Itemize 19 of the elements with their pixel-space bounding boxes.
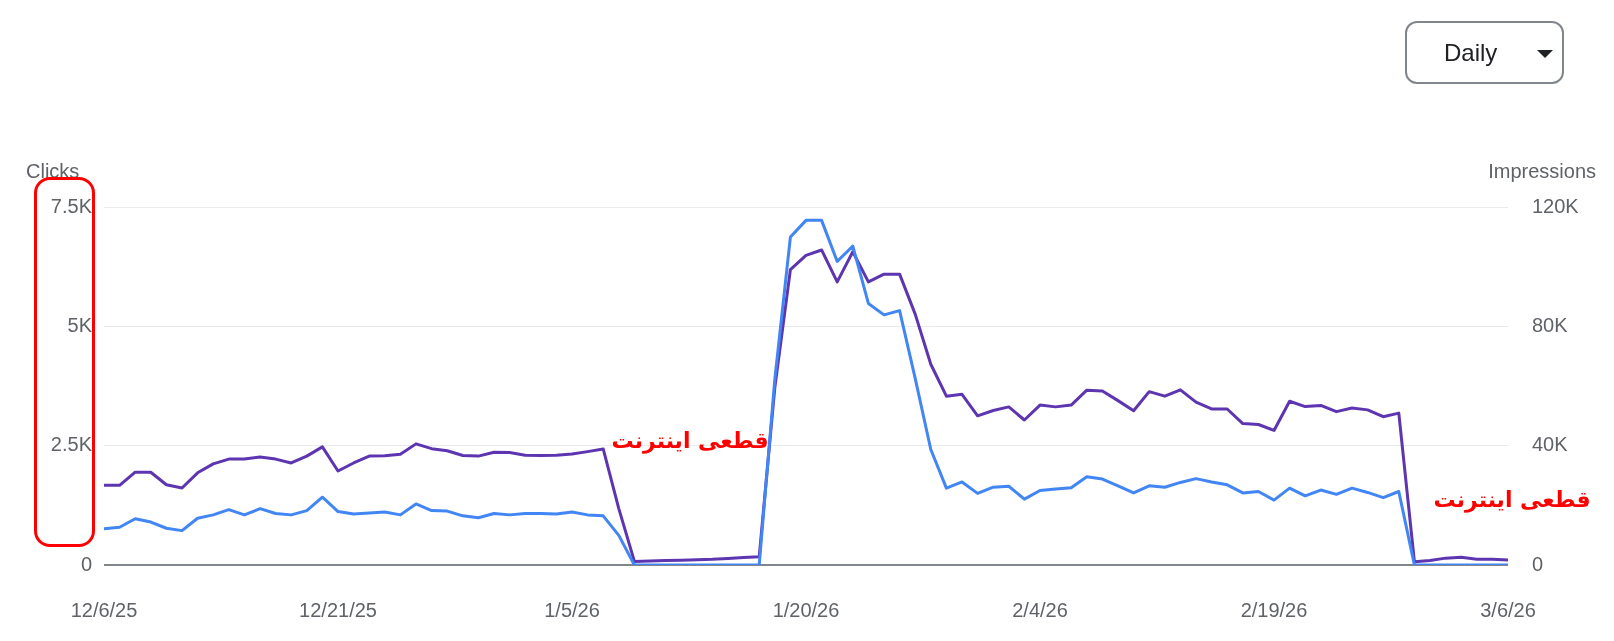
x-tick-label: 3/6/26 bbox=[1480, 598, 1536, 621]
y-tick-label: 0 bbox=[80, 552, 92, 575]
x-tick-label: 1/5/26 bbox=[544, 598, 600, 621]
y-tick-label: 2.5K bbox=[50, 433, 93, 456]
y2-axis-title: Impressions bbox=[1488, 159, 1596, 182]
y-tick-label: 5K bbox=[67, 313, 93, 336]
annotation: قطعی اینترنت bbox=[1433, 486, 1591, 513]
y2-tick-label: 120K bbox=[1532, 194, 1580, 217]
x-tick-label: 12/21/25 bbox=[299, 598, 377, 621]
dropdown-button[interactable]: Daily bbox=[1405, 21, 1564, 84]
x-tick-label: 2/19/26 bbox=[1240, 598, 1308, 621]
y2-tick-label: 0 bbox=[1532, 552, 1544, 575]
y-tick-label: 7.5K bbox=[50, 194, 93, 217]
annotation: قطعی اینترنت bbox=[611, 427, 769, 454]
y2-tick-label: 80K bbox=[1532, 313, 1569, 336]
y2-tick-label: 40K bbox=[1532, 433, 1569, 456]
x-tick-label: 2/4/26 bbox=[1012, 598, 1068, 621]
x-tick-label: 12/6/25 bbox=[70, 598, 138, 621]
x-tick-label: 1/20/26 bbox=[772, 598, 840, 621]
